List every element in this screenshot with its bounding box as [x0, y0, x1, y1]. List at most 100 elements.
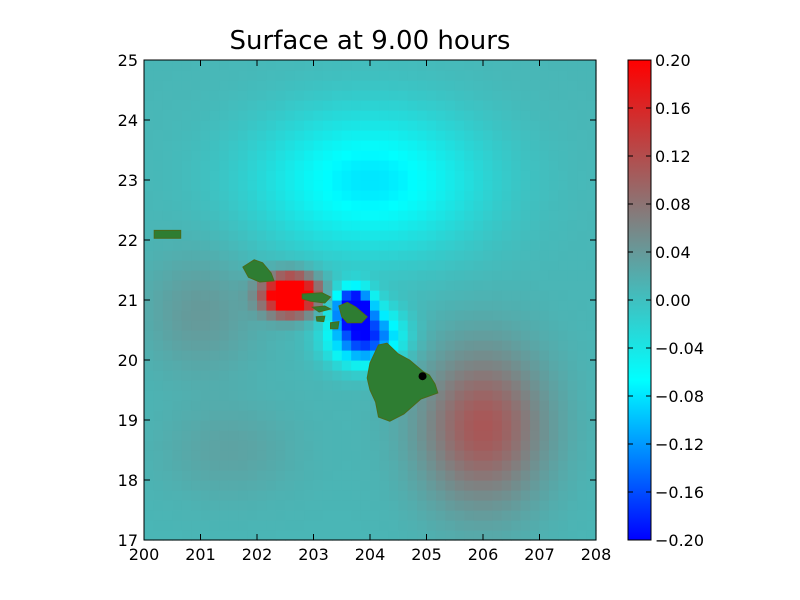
heatmap-cell [492, 250, 503, 261]
heatmap-cell [275, 460, 286, 471]
heatmap-cell [275, 320, 286, 331]
heatmap-cell [294, 460, 305, 471]
heatmap-cell [426, 430, 437, 441]
heatmap-cell [492, 370, 503, 381]
heatmap-cell [530, 150, 541, 161]
heatmap-cell [558, 190, 569, 201]
heatmap-cell [153, 80, 164, 91]
heatmap-cell [351, 470, 362, 481]
heatmap-cell [492, 240, 503, 251]
heatmap-cell [483, 310, 494, 321]
heatmap-cell [304, 100, 315, 111]
heatmap-cell [360, 480, 371, 491]
heatmap-cell [153, 350, 164, 361]
heatmap-cell [370, 120, 381, 131]
heatmap-cell [228, 280, 239, 291]
heatmap-cell [322, 460, 333, 471]
heatmap-cell [577, 220, 588, 231]
heatmap-cell [351, 350, 362, 361]
heatmap-cell [435, 300, 446, 311]
heatmap-cell [153, 100, 164, 111]
heatmap-cell [351, 60, 362, 71]
heatmap-cell [426, 120, 437, 131]
heatmap-cell [388, 60, 399, 71]
heatmap-cell [322, 160, 333, 171]
heatmap-cell [511, 70, 522, 81]
heatmap-cell [257, 110, 268, 121]
heatmap-cell [247, 340, 258, 351]
heatmap-cell [445, 400, 456, 411]
heatmap-cell [492, 420, 503, 431]
heatmap-cell [501, 150, 512, 161]
heatmap-cell [304, 280, 315, 291]
heatmap-cell [454, 410, 465, 421]
heatmap-cell [379, 440, 390, 451]
heatmap-cell [586, 340, 597, 351]
heatmap-cell [445, 300, 456, 311]
heatmap-cell [181, 100, 192, 111]
heatmap-cell [219, 280, 230, 291]
heatmap-cell [445, 140, 456, 151]
heatmap-cell [520, 380, 531, 391]
heatmap-cell [181, 60, 192, 71]
heatmap-cell [351, 450, 362, 461]
heatmap-cell [162, 520, 173, 531]
heatmap-cell [435, 360, 446, 371]
heatmap-cell [257, 100, 268, 111]
heatmap-cell [501, 60, 512, 71]
heatmap-cell [238, 520, 249, 531]
heatmap-cell [417, 520, 428, 531]
heatmap-cell [511, 270, 522, 281]
heatmap-cell [341, 120, 352, 131]
heatmap-cell [379, 470, 390, 481]
heatmap-cell [322, 130, 333, 141]
colorbar-tick-label: 0.20 [655, 51, 691, 70]
x-tick-label: 202 [242, 545, 273, 564]
heatmap-cell [257, 170, 268, 181]
heatmap-cell [172, 170, 183, 181]
heatmap-cell [483, 490, 494, 501]
heatmap-cell [191, 530, 202, 541]
heatmap-cell [407, 490, 418, 501]
heatmap-cell [332, 200, 343, 211]
heatmap-cell [285, 480, 296, 491]
heatmap-cell [191, 300, 202, 311]
heatmap-cell [313, 250, 324, 261]
heatmap-cell [219, 500, 230, 511]
heatmap-cell [473, 450, 484, 461]
heatmap-cell [548, 360, 559, 371]
heatmap-cell [191, 470, 202, 481]
heatmap-cell [407, 130, 418, 141]
heatmap-cell [257, 510, 268, 521]
heatmap-cell [548, 260, 559, 271]
heatmap-cell [332, 350, 343, 361]
heatmap-cell [257, 480, 268, 491]
heatmap-cell [153, 320, 164, 331]
heatmap-cell [313, 80, 324, 91]
heatmap-cell [181, 440, 192, 451]
heatmap-cell [483, 200, 494, 211]
heatmap-cell [153, 380, 164, 391]
heatmap-cell [492, 210, 503, 221]
heatmap-cell [492, 200, 503, 211]
heatmap-cell [209, 390, 220, 401]
heatmap-cell [426, 90, 437, 101]
heatmap-cell [144, 530, 155, 541]
heatmap-cell [483, 530, 494, 541]
heatmap-cell [172, 350, 183, 361]
heatmap-cell [322, 280, 333, 291]
heatmap-cell [285, 370, 296, 381]
heatmap-cell [257, 430, 268, 441]
heatmap-cell [313, 120, 324, 131]
heatmap-cell [370, 210, 381, 221]
heatmap-cell [209, 200, 220, 211]
heatmap-cell [294, 430, 305, 441]
heatmap-cell [530, 90, 541, 101]
heatmap-cell [360, 510, 371, 521]
heatmap-cell [200, 390, 211, 401]
heatmap-cell [370, 280, 381, 291]
heatmap-cell [492, 480, 503, 491]
heatmap-cell [304, 400, 315, 411]
heatmap-cell [388, 140, 399, 151]
heatmap-cell [558, 170, 569, 181]
